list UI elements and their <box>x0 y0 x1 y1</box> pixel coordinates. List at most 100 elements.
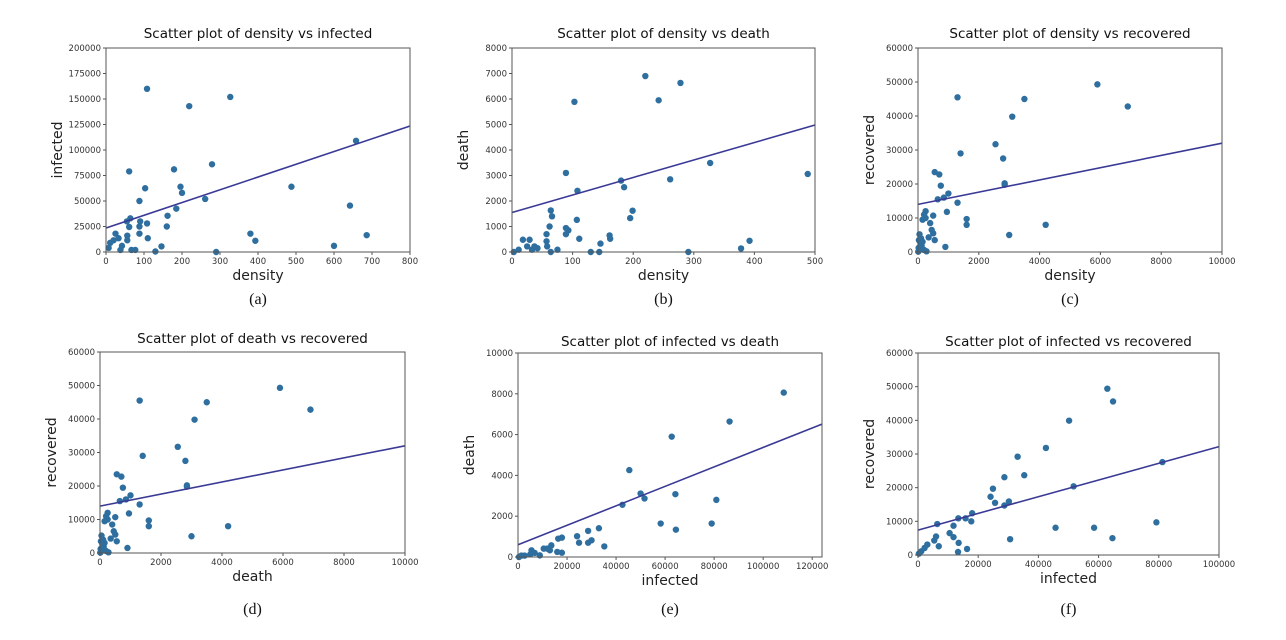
x-tick-label: 100000 <box>1203 560 1235 570</box>
data-point <box>954 94 961 101</box>
data-point <box>989 485 997 492</box>
y-axis-label: recovered <box>44 417 60 487</box>
y-tick-label: 4000 <box>491 471 513 481</box>
scatter-chart-c: 0 2000 4000 6000 8000 10000 0 10000 20000 30000 40… <box>862 26 1236 308</box>
data-point <box>950 522 957 529</box>
data-point <box>276 384 284 392</box>
data-point <box>562 169 570 177</box>
x-tick-label: 300 <box>212 257 228 267</box>
data-point <box>954 199 961 206</box>
data-point <box>112 531 119 538</box>
y-tick-label: 10000 <box>886 214 913 224</box>
x-tick-label: 40000 <box>1025 560 1052 570</box>
scatter-chart-b: 0 100 200 300 400 500010002000300040005000600… <box>456 26 823 308</box>
regression-line <box>511 124 816 214</box>
scatter-chart-f: 0 20000 40000 60000 80000 100000 0 10000 20000 30… <box>862 334 1235 618</box>
y-tick-label: 2000 <box>491 512 513 522</box>
data-point <box>1124 103 1131 110</box>
y-tick-label: 10000 <box>68 516 95 526</box>
regression-line <box>99 445 406 507</box>
y-tick-label: 175000 <box>69 70 101 80</box>
x-tick-label: 0 <box>103 257 108 267</box>
chart-title: Scatter plot of density vs infected <box>144 26 373 42</box>
y-tick-label: 40000 <box>886 112 913 122</box>
data-point <box>655 97 662 104</box>
x-tick-label: 20000 <box>965 560 992 570</box>
data-point <box>1065 417 1073 424</box>
chart-title: Scatter plot of density vs death <box>557 26 770 42</box>
data-point <box>201 195 209 203</box>
data-point <box>191 416 198 423</box>
data-point <box>945 190 952 197</box>
y-tick-label: 60000 <box>886 349 913 359</box>
axes-frame <box>917 47 1223 253</box>
subfigure-caption: (c) <box>1061 291 1079 308</box>
data-point <box>188 533 195 540</box>
scatter-chart-d: 0 2000 4000 6000 8000 10000 0 10000 20000 30000 40… <box>44 331 419 618</box>
x-tick-label: 2000 <box>150 558 172 568</box>
y-tick-label: 60000 <box>886 44 913 54</box>
data-point <box>173 205 180 212</box>
chart-title: Scatter plot of infected vs death <box>561 334 779 350</box>
data-point <box>534 244 541 252</box>
data-point <box>629 207 636 214</box>
y-tick-label: 1000 <box>485 223 507 233</box>
data-point <box>164 212 171 219</box>
data-point <box>606 235 614 242</box>
data-point <box>930 212 937 219</box>
data-point <box>666 176 674 183</box>
data-point <box>1006 535 1014 543</box>
x-tick-label: 20000 <box>554 562 581 572</box>
data-point <box>726 418 733 425</box>
data-point <box>145 523 152 530</box>
y-tick-label: 7000 <box>485 70 507 80</box>
scatter-chart-a: 0 100 200 300 400 500 600 700 800 0 25000 50000 7500… <box>50 26 418 308</box>
data-point <box>1109 534 1116 542</box>
data-point <box>109 521 116 528</box>
data-point <box>136 397 143 404</box>
y-tick-label: 6000 <box>491 431 513 441</box>
data-point <box>163 223 170 230</box>
y-tick-label: 0 <box>90 549 95 559</box>
data-point <box>152 248 159 255</box>
data-point <box>543 238 550 245</box>
chart-title: Scatter plot of infected vs recovered <box>945 334 1192 350</box>
data-point <box>536 552 544 559</box>
x-tick-label: 120000 <box>796 562 828 572</box>
x-tick-label: 500 <box>288 257 304 267</box>
y-axis-label: recovered <box>862 115 878 185</box>
data-point <box>1042 444 1050 452</box>
data-point <box>642 72 649 80</box>
x-axis-label: infected <box>642 573 699 589</box>
data-point <box>145 517 152 524</box>
data-point <box>546 547 554 554</box>
data-point <box>935 543 942 550</box>
x-tick-label: 2000 <box>968 257 990 267</box>
data-point <box>915 550 923 557</box>
data-point <box>1009 113 1016 120</box>
data-point <box>931 236 938 244</box>
axes-frame <box>917 352 1220 556</box>
x-tick-label: 8000 <box>1150 257 1172 267</box>
regression-line <box>517 423 823 546</box>
x-tick-label: 500 <box>807 257 823 267</box>
data-point <box>1014 453 1021 460</box>
data-point <box>601 543 608 550</box>
data-point <box>1021 472 1028 479</box>
y-tick-label: 0 <box>502 248 507 258</box>
data-point <box>526 236 533 243</box>
data-point <box>110 237 117 244</box>
data-point <box>97 545 104 553</box>
data-point <box>1090 524 1098 531</box>
data-point <box>105 549 112 556</box>
data-point <box>937 182 944 189</box>
data-point <box>657 520 664 527</box>
data-point <box>307 406 314 413</box>
y-axis-label: infected <box>50 122 66 179</box>
data-point <box>137 218 144 225</box>
data-point <box>917 235 925 242</box>
data-point <box>136 197 143 205</box>
x-tick-label: 60000 <box>652 562 679 572</box>
data-point <box>127 492 134 499</box>
